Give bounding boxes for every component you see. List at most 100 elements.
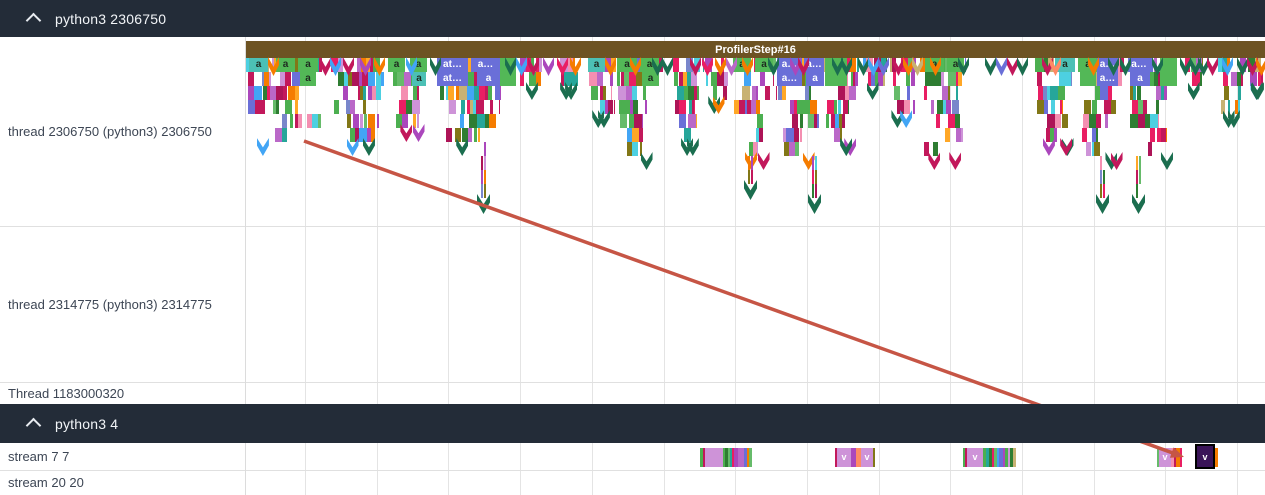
trace-slice[interactable] (705, 72, 709, 86)
trace-slice[interactable] (944, 128, 950, 142)
trace-slice[interactable] (1138, 114, 1145, 128)
trace-slice[interactable] (1096, 114, 1102, 128)
trace-slice[interactable] (956, 86, 958, 100)
trace-slice[interactable] (602, 86, 607, 100)
trace-slice[interactable] (1054, 114, 1061, 128)
trace-slice[interactable] (293, 58, 301, 72)
trace-slice[interactable] (520, 72, 524, 86)
trace-slice[interactable] (467, 128, 473, 142)
trace-slice[interactable] (693, 100, 695, 114)
trace-slice[interactable] (367, 114, 375, 128)
trace-slice[interactable] (297, 72, 303, 86)
trace-slice-labeled[interactable]: a (642, 72, 659, 86)
trace-slice[interactable] (275, 100, 280, 114)
kernel-slice[interactable] (744, 448, 747, 467)
trace-slice[interactable] (254, 100, 261, 114)
trace-slice[interactable] (625, 86, 632, 100)
trace-slice[interactable] (495, 114, 500, 128)
trace-slice[interactable] (1095, 128, 1098, 142)
trace-slice[interactable] (693, 86, 697, 100)
trace-slice-labeled[interactable]: a (477, 72, 500, 86)
trace-slice[interactable] (848, 86, 857, 100)
trace-slice[interactable] (597, 72, 604, 86)
trace-slice[interactable] (1241, 72, 1243, 86)
kernel-slice[interactable] (732, 448, 734, 467)
trace-slice[interactable] (624, 72, 629, 86)
trace-slice[interactable] (1148, 86, 1157, 100)
trace-slice[interactable] (366, 128, 371, 142)
trace-slice[interactable] (1045, 128, 1051, 142)
kernel-slice[interactable] (705, 448, 723, 467)
trace-slice[interactable] (1047, 72, 1055, 86)
trace-slice[interactable] (960, 128, 963, 142)
trace-slice[interactable] (281, 128, 288, 142)
trace-slice[interactable] (393, 72, 397, 86)
trace-slice-labeled[interactable] (500, 72, 516, 86)
trace-slice[interactable] (411, 100, 420, 114)
trace-slice[interactable] (401, 114, 408, 128)
kernel-slice[interactable] (989, 448, 992, 467)
trace-slice[interactable] (1149, 128, 1155, 142)
trace-slice[interactable] (343, 86, 349, 100)
trace-slice[interactable] (935, 114, 941, 128)
trace-slice[interactable] (868, 72, 871, 86)
trace-slice[interactable] (643, 86, 647, 100)
trace-slice[interactable] (477, 128, 480, 142)
trace-slice[interactable] (466, 72, 475, 86)
trace-slice[interactable] (842, 100, 849, 114)
trace-slice[interactable] (469, 100, 473, 114)
trace-slice[interactable] (489, 114, 496, 128)
trace-slice[interactable] (469, 114, 477, 128)
trace-slice[interactable] (1038, 86, 1044, 100)
trace-slice[interactable] (809, 86, 812, 100)
trace-slice[interactable] (1038, 58, 1044, 72)
kernel-slice[interactable]: v (1159, 448, 1171, 467)
trace-slice[interactable] (943, 100, 947, 114)
kernel-slice[interactable] (1180, 448, 1182, 467)
trace-slice[interactable] (717, 72, 725, 86)
trace-slice[interactable] (931, 100, 935, 114)
trace-slice[interactable] (1133, 114, 1139, 128)
trace-slice[interactable] (799, 72, 805, 86)
trace-slice[interactable] (599, 86, 603, 100)
trace-slice[interactable] (744, 100, 748, 114)
trace-slice[interactable] (459, 86, 467, 100)
trace-slice-labeled[interactable] (1160, 58, 1177, 72)
trace-slice[interactable] (783, 128, 786, 142)
trace-slice[interactable] (690, 72, 698, 86)
trace-slice[interactable] (467, 58, 473, 72)
trace-slice[interactable] (688, 114, 696, 128)
trace-slice[interactable] (1130, 114, 1133, 128)
trace-slice[interactable] (956, 72, 959, 86)
trace-slice-labeled[interactable]: a… (1128, 58, 1150, 72)
trace-slice-labeled[interactable] (825, 72, 847, 86)
trace-slice[interactable] (839, 128, 843, 142)
trace-slice[interactable] (1238, 86, 1242, 100)
trace-slice[interactable] (1164, 86, 1167, 100)
trace-slice[interactable] (800, 128, 802, 142)
trace-slice[interactable] (1150, 114, 1158, 128)
trace-slice[interactable] (896, 100, 905, 114)
trace-slice-labeled[interactable]: a (249, 58, 268, 72)
trace-slice[interactable] (817, 114, 820, 128)
trace-slice[interactable] (894, 86, 901, 100)
trace-slice-labeled[interactable]: a (388, 58, 405, 72)
trace-slice[interactable] (466, 100, 470, 114)
trace-slice[interactable] (958, 72, 963, 86)
trace-slice-labeled[interactable]: a… (1097, 72, 1118, 86)
trace-slice[interactable] (743, 72, 752, 86)
trace-slice[interactable] (716, 86, 721, 100)
trace-slice[interactable] (814, 114, 817, 128)
trace-slice[interactable] (1144, 114, 1151, 128)
trace-slice[interactable] (1237, 72, 1242, 86)
track-label-thread-2306750[interactable]: thread 2306750 (python3) 2306750 (0, 37, 245, 226)
trace-slice[interactable] (1186, 72, 1193, 86)
trace-slice[interactable] (789, 100, 794, 114)
trace-slice[interactable] (804, 86, 809, 100)
trace-slice[interactable] (826, 114, 829, 128)
kernel-slice[interactable] (725, 448, 728, 467)
trace-slice[interactable] (487, 86, 493, 100)
trace-slice[interactable] (368, 86, 372, 100)
trace-slice[interactable] (948, 72, 952, 86)
trace-slice[interactable] (607, 100, 614, 114)
